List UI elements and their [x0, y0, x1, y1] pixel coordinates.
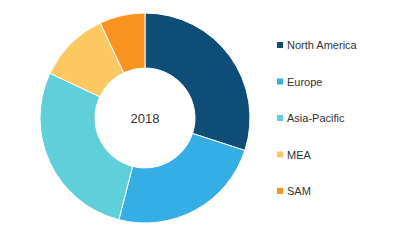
legend: North America Europe Asia-Pacific MEA SAM — [277, 39, 358, 197]
legend-item: MEA — [277, 149, 312, 161]
center-label: 2018 — [131, 111, 160, 126]
slice — [40, 73, 133, 219]
legend-swatch — [277, 42, 283, 48]
legend-label: SAM — [287, 185, 311, 197]
legend-item: Europe — [277, 76, 322, 88]
legend-label: MEA — [287, 149, 312, 161]
slice — [145, 13, 250, 150]
legend-label: Europe — [287, 76, 322, 88]
legend-swatch — [277, 188, 283, 194]
legend-swatch — [277, 115, 283, 121]
legend-item: North America — [277, 39, 358, 51]
slices — [40, 13, 250, 223]
legend-label: Asia-Pacific — [287, 112, 345, 124]
legend-item: Asia-Pacific — [277, 112, 345, 124]
slice — [100, 13, 145, 73]
legend-swatch — [277, 79, 283, 85]
legend-item: SAM — [277, 185, 311, 197]
legend-label: North America — [287, 39, 358, 51]
legend-swatch — [277, 152, 283, 158]
slice — [119, 133, 245, 223]
chart: 2018 North America Europe Asia-Pacific MEA SA… — [0, 0, 400, 239]
